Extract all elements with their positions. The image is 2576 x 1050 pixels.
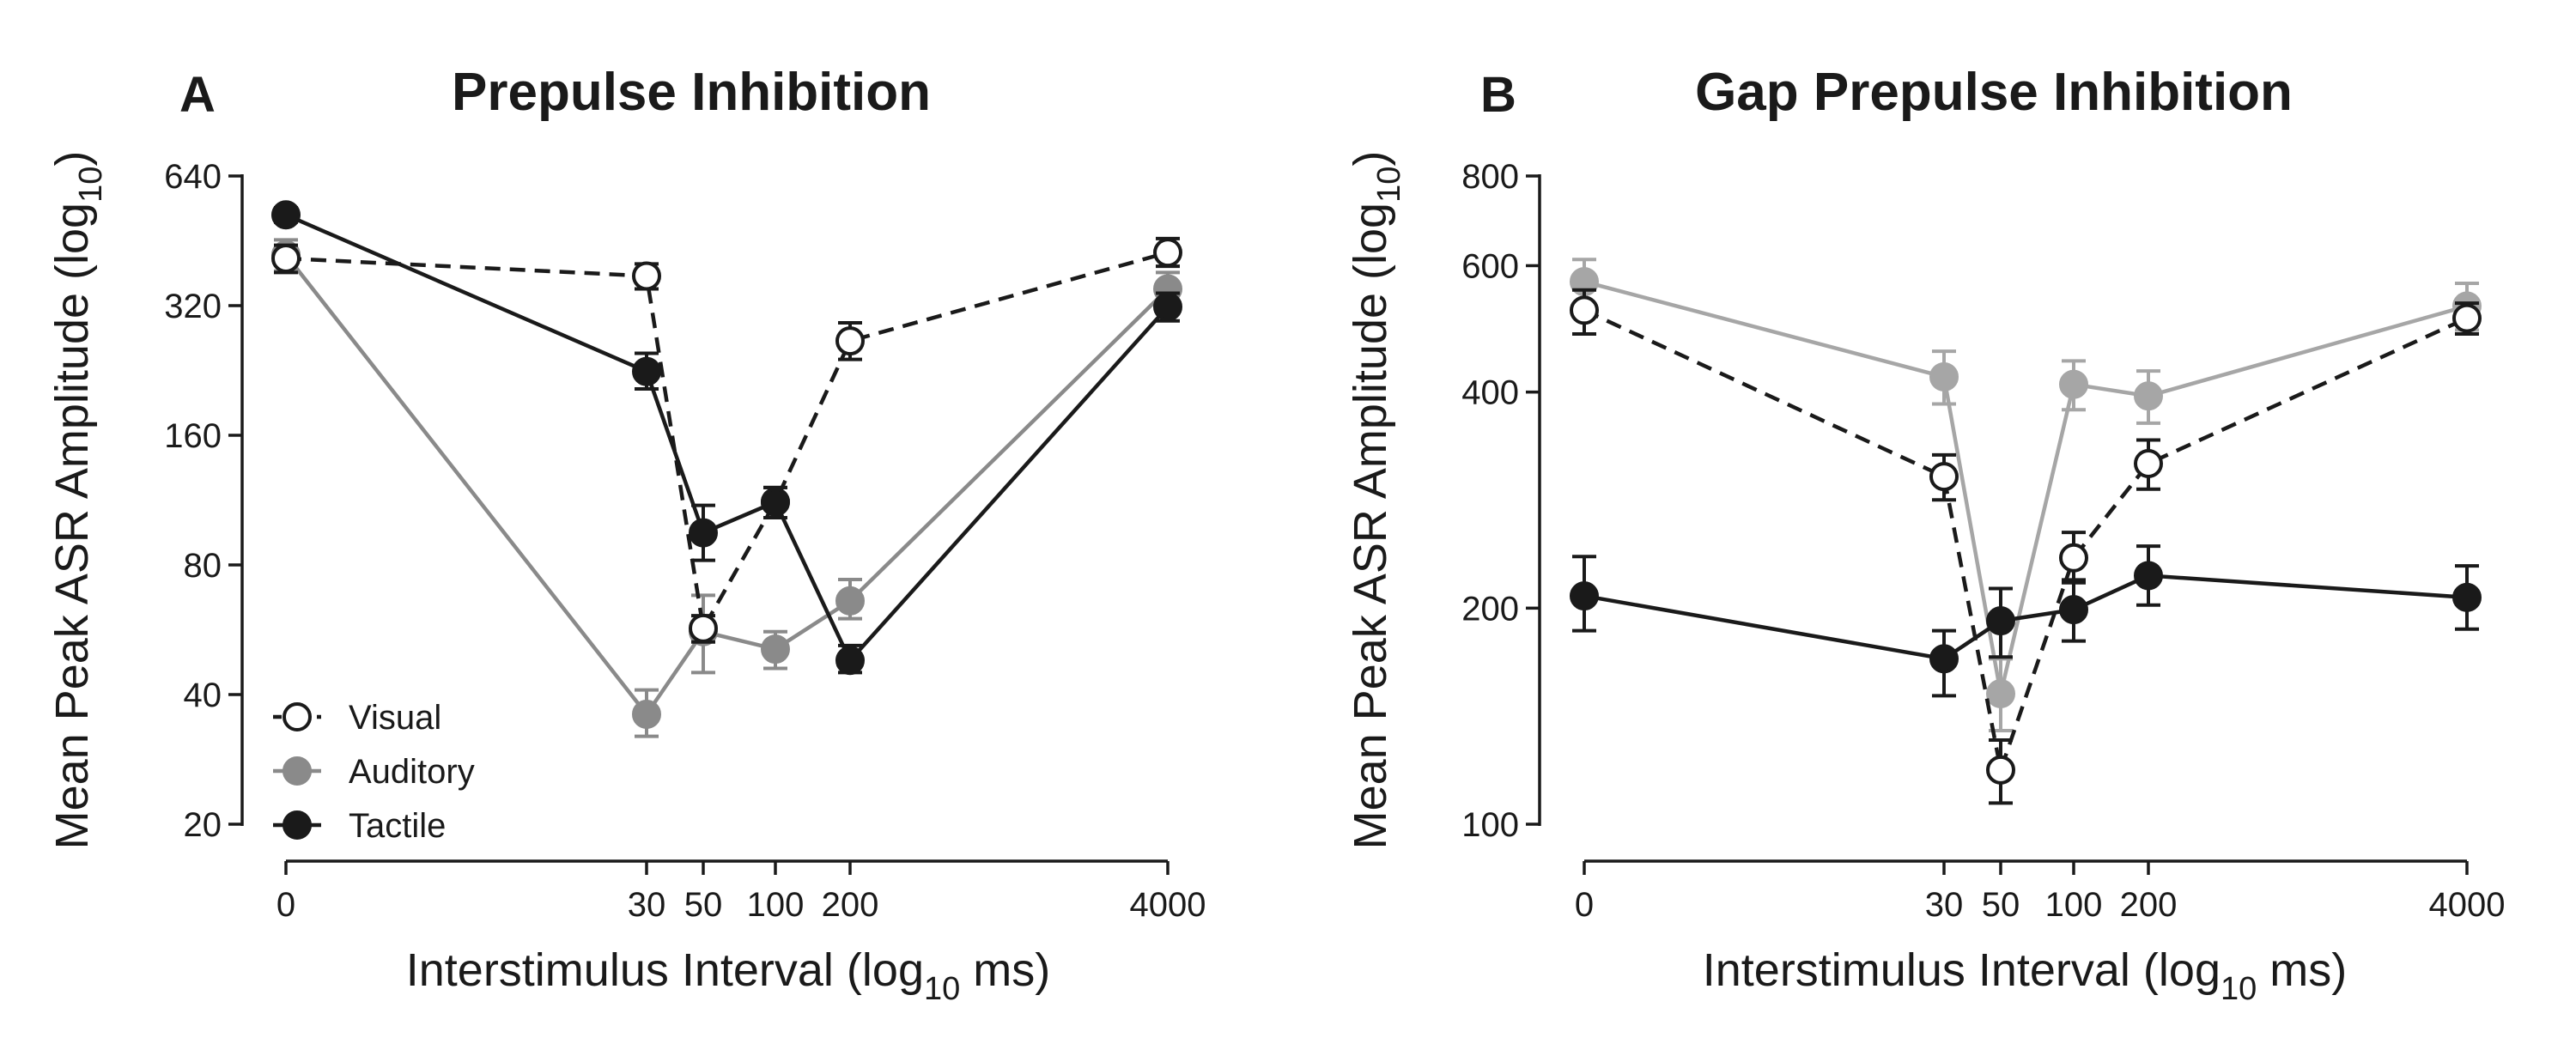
panel-b-visual-line — [1583, 308, 2468, 773]
panel-a-tactile-point — [835, 646, 865, 676]
panel-a-y-axis-title-tail: ) — [46, 151, 98, 167]
legend-item-auditory: Auditory — [273, 753, 475, 791]
panel-b-tactile-point — [1570, 581, 1599, 611]
legend-label: Auditory — [349, 753, 475, 791]
panel-b-x-axis-title-main: Interstimulus Interval (log — [1703, 944, 2221, 996]
panel-a-tactile-line — [285, 213, 1170, 663]
panel-a-series-tactile — [271, 200, 1182, 676]
panel-a-title: Prepulse Inhibition — [452, 63, 931, 122]
panel-b-y-tick-label: 600 — [1461, 247, 1519, 285]
legend-marker — [283, 810, 312, 840]
panel-b-tactile-point — [2059, 595, 2088, 625]
panel-a-y-axis-title-sub: 10 — [73, 167, 109, 203]
panel-a-x-tick-label: 200 — [822, 886, 879, 924]
panel-a-x-axis-title-tail: ms) — [960, 944, 1050, 996]
panel-b-y-axis-title-tail: ) — [1345, 151, 1396, 167]
panel-b-tactile-point — [2134, 561, 2163, 591]
panel-a-x-tick-label: 0 — [276, 886, 295, 924]
panel-b-visual-point — [1929, 462, 1959, 492]
panel-b-y-tick-label: 200 — [1461, 590, 1519, 628]
panel-a-y-axis-title-main: Mean Peak ASR Amplitude (log — [46, 203, 98, 849]
panel-a-tactile-point — [632, 356, 661, 386]
panel-b-y-axis-title-sub: 10 — [1371, 167, 1407, 203]
panel-b-x-tick-label: 30 — [1925, 886, 1964, 924]
panel-a-y-tick-label: 20 — [184, 806, 222, 844]
panel-b-tactile-line — [1583, 574, 2468, 661]
panel-a-auditory-point — [761, 634, 790, 665]
panel-a-auditory-point — [835, 586, 865, 616]
panel-a-legend: Visual Auditory Tactile — [273, 699, 475, 845]
panel-a-x-tick-label: 50 — [684, 886, 723, 924]
panel-b-x-axis-title-tail: ms) — [2257, 944, 2347, 996]
panel-a-visual-point — [689, 613, 718, 643]
panel-b-x-axis-title: Interstimulus Interval (log10 ms) — [1703, 944, 2347, 1007]
panel-b-x-tick-label: 4000 — [2429, 886, 2506, 924]
panel-b-x-tick-label: 0 — [1575, 886, 1594, 924]
panel-b-y-tick-label: 800 — [1461, 158, 1519, 196]
panel-b-y-tick-label: 400 — [1461, 374, 1519, 412]
panel-b-letter: B — [1480, 67, 1516, 123]
legend-label: Tactile — [349, 807, 446, 845]
panel-a-auditory-point — [632, 699, 661, 729]
panel-a-tactile-point — [1153, 292, 1182, 322]
panel-b-auditory-point — [1986, 678, 2015, 708]
panel-a-x-axis-title: Interstimulus Interval (log10 ms) — [406, 944, 1050, 1007]
panel-b-series-tactile — [1570, 544, 2482, 698]
panel-b-visual-point — [1570, 295, 1599, 325]
panel-b-tactile-point — [2452, 582, 2482, 612]
panel-a-visual-line — [285, 251, 1169, 631]
legend-item-tactile: Tactile — [273, 807, 446, 845]
panel-b-y-tick-label: 100 — [1461, 806, 1519, 844]
panel-a-letter: A — [179, 67, 216, 123]
panel-b-x-tick-label: 100 — [2045, 886, 2103, 924]
panel-a-auditory-line — [284, 253, 1170, 717]
panel-a-y-tick-label: 640 — [164, 158, 222, 196]
panel-b-x-tick-label: 50 — [1982, 886, 2020, 924]
panel-b-auditory-point — [1929, 361, 1959, 391]
legend-marker — [283, 756, 312, 786]
panel-b-visual-point — [2059, 543, 2088, 573]
legend-label: Visual — [349, 699, 441, 737]
panel-a-visual-point — [632, 261, 661, 291]
panel-a-x-tick-label: 4000 — [1130, 886, 1206, 924]
panel-b-x-axis-title-sub: 10 — [2221, 971, 2257, 1007]
panel-b-auditory-point — [2134, 381, 2163, 411]
panel-a-y-tick-label: 320 — [164, 288, 222, 325]
panel-a-tactile-point — [271, 200, 301, 230]
panel-b-auditory-point — [2059, 369, 2088, 399]
panel-b-title: Gap Prepulse Inhibition — [1695, 63, 2293, 122]
panel-b-visual-point — [2134, 448, 2163, 478]
panel-a-visual-point — [271, 243, 301, 273]
panel-a-tactile-point — [689, 518, 718, 548]
panel-b-chart: B Gap Prepulse Inhibition 100 200 400 600 800 0… — [1345, 63, 2505, 1007]
panel-b-series-visual — [1570, 288, 2482, 805]
panel-a-y-tick-label: 40 — [184, 677, 222, 714]
panel-a-x-tick-label: 100 — [747, 886, 805, 924]
panel-b-x-tick-label: 200 — [2120, 886, 2178, 924]
legend-marker — [283, 702, 312, 731]
panel-b-y-axis-title-main: Mean Peak ASR Amplitude (log — [1345, 203, 1396, 849]
panel-b-tactile-point — [1929, 644, 1959, 674]
panel-a-visual-point — [835, 326, 865, 356]
panel-b-y-axis-title: Mean Peak ASR Amplitude (log10) — [1345, 151, 1407, 850]
panel-a-tactile-point — [761, 487, 790, 517]
panel-b-tactile-point — [1986, 606, 2015, 636]
legend-item-visual: Visual — [273, 699, 441, 737]
panel-b-visual-point — [1986, 755, 2015, 785]
panel-a-x-tick-label: 30 — [628, 886, 666, 924]
panel-a-chart: A Prepulse Inhibition 20 40 80 160 320 640 0 30 50… — [46, 63, 1206, 1007]
panel-a-x-axis-title-sub: 10 — [924, 971, 960, 1007]
panel-b-visual-point — [2452, 303, 2482, 333]
panel-a-y-axis-title: Mean Peak ASR Amplitude (log10) — [46, 151, 109, 850]
panel-b-auditory-line — [1583, 279, 2468, 696]
panel-a-visual-point — [1153, 238, 1182, 268]
panel-a-y-tick-label: 160 — [164, 417, 222, 455]
panel-a-y-tick-label: 80 — [184, 547, 222, 585]
panel-a-x-axis-title-main: Interstimulus Interval (log — [406, 944, 924, 996]
